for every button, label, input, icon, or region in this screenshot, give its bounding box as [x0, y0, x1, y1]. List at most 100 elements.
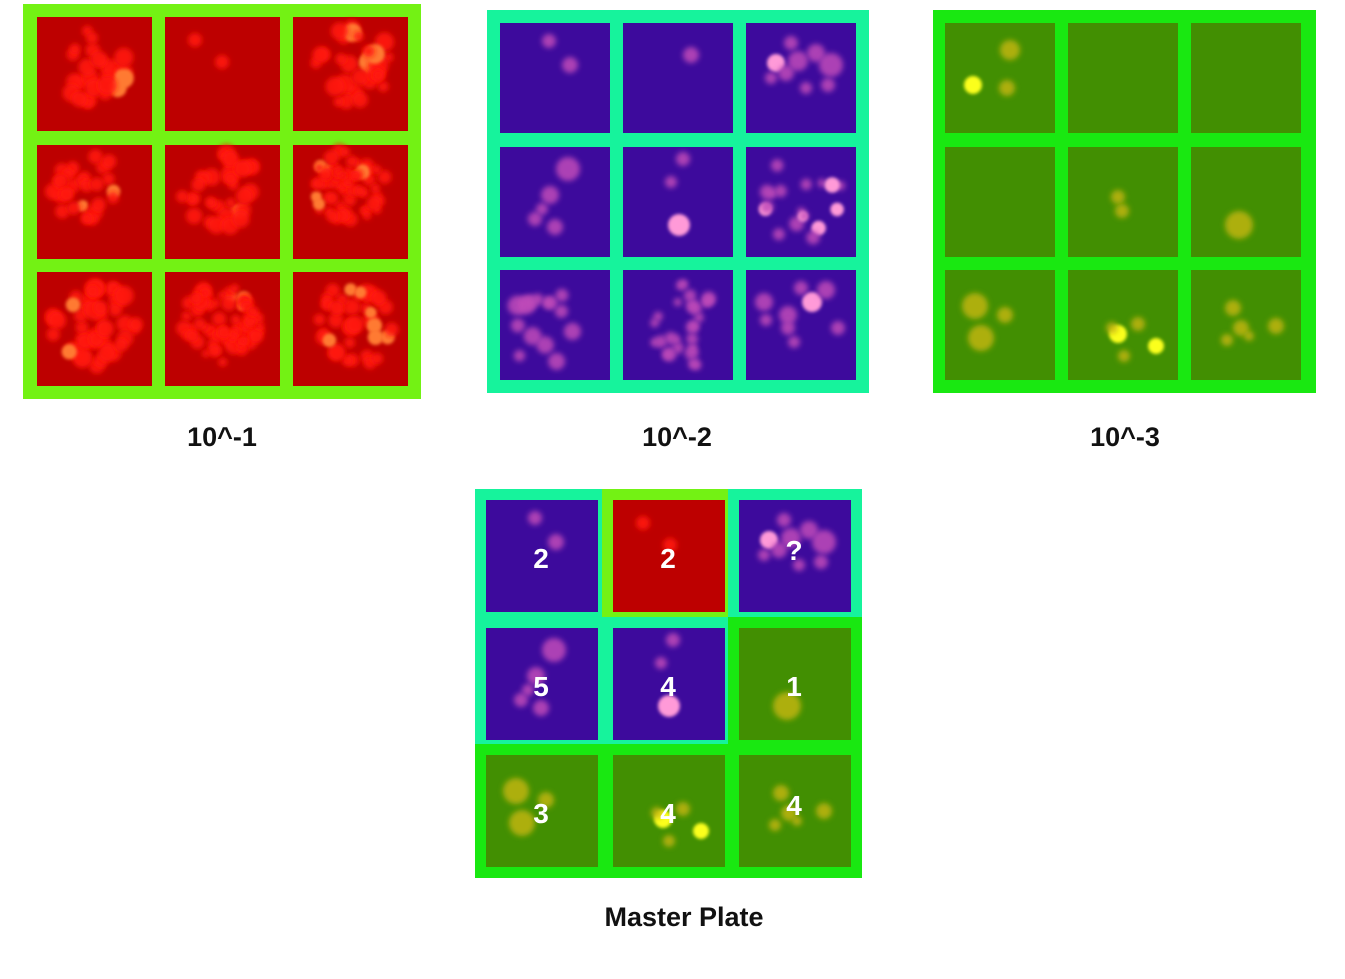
colony [377, 81, 389, 92]
colony [107, 192, 119, 204]
colony [765, 72, 777, 84]
plate-well [1191, 23, 1301, 133]
colony [777, 513, 791, 527]
plate-wells [945, 23, 1301, 380]
colony [91, 197, 106, 212]
colony [330, 22, 349, 40]
colony [503, 778, 529, 804]
colony [1111, 190, 1125, 204]
colony [218, 357, 228, 367]
colony [98, 344, 116, 362]
colony [650, 338, 659, 347]
colony [335, 53, 347, 65]
colony [366, 196, 382, 211]
colony-count-label: 2 [660, 543, 676, 574]
colony [968, 325, 994, 351]
colony [1225, 300, 1241, 316]
colony [65, 297, 81, 313]
colony [193, 317, 206, 330]
colony [824, 177, 840, 193]
colony [792, 816, 802, 826]
colony [788, 336, 800, 348]
colony [338, 93, 355, 110]
plate-well [293, 144, 408, 259]
colony [802, 292, 822, 312]
colony [542, 297, 554, 309]
colony [536, 203, 548, 215]
colony [686, 333, 698, 345]
colony [556, 157, 580, 181]
colony [61, 344, 77, 360]
plate-well [746, 23, 856, 133]
colony [755, 293, 773, 311]
colony [215, 55, 229, 69]
colony [800, 82, 812, 94]
colony [362, 45, 375, 58]
colony [129, 317, 143, 332]
plate-well [37, 272, 152, 386]
colony [341, 354, 354, 367]
colony [817, 178, 827, 188]
colony [247, 306, 259, 317]
cell-background [739, 500, 851, 612]
plate-well [500, 147, 610, 257]
cell-background [613, 628, 725, 740]
colony [114, 285, 134, 306]
colony [778, 65, 794, 81]
colony [225, 197, 236, 209]
plate-well [500, 270, 610, 380]
colony [346, 315, 365, 334]
colony [794, 281, 808, 295]
colony [676, 802, 690, 816]
colony [522, 684, 534, 696]
colony [312, 46, 329, 64]
colony [1244, 331, 1254, 341]
plate-well [293, 272, 408, 386]
colony [650, 318, 660, 328]
master-plate-cell: 1 [728, 617, 862, 751]
colony [538, 792, 554, 808]
cell-background [486, 500, 598, 612]
colony [781, 805, 797, 821]
colony [90, 51, 108, 68]
colony [666, 633, 680, 647]
colony [97, 75, 117, 95]
colony [683, 47, 699, 63]
colony [109, 303, 122, 317]
colony [230, 283, 240, 294]
colony [683, 289, 697, 302]
plate-well [945, 23, 1055, 133]
colony [663, 835, 675, 847]
colony [542, 34, 556, 48]
colony [997, 307, 1013, 323]
colony [176, 190, 189, 203]
colony [322, 333, 337, 348]
colony [509, 810, 535, 836]
colony [66, 201, 81, 215]
cell-background [486, 628, 598, 740]
colony [668, 214, 690, 236]
colony [658, 695, 680, 717]
colony [816, 803, 832, 819]
colony [781, 321, 795, 335]
colony-count-label: 4 [660, 671, 676, 702]
well-background [1068, 270, 1178, 380]
master-plate-cell: 4 [728, 744, 862, 878]
colony [89, 177, 104, 192]
colony [312, 198, 326, 211]
colony [819, 53, 843, 77]
colony-count-label: 3 [533, 798, 549, 829]
colony [328, 312, 344, 328]
colony [536, 336, 554, 354]
colony [688, 358, 699, 370]
colony [201, 349, 211, 358]
plate-panel-10-3 [933, 10, 1316, 393]
colony [663, 350, 673, 360]
colony [201, 288, 210, 298]
colony [344, 283, 357, 296]
colony-count-label: ? [785, 535, 802, 566]
colony [75, 320, 89, 334]
plate-well [1068, 270, 1178, 380]
colony [772, 228, 785, 241]
